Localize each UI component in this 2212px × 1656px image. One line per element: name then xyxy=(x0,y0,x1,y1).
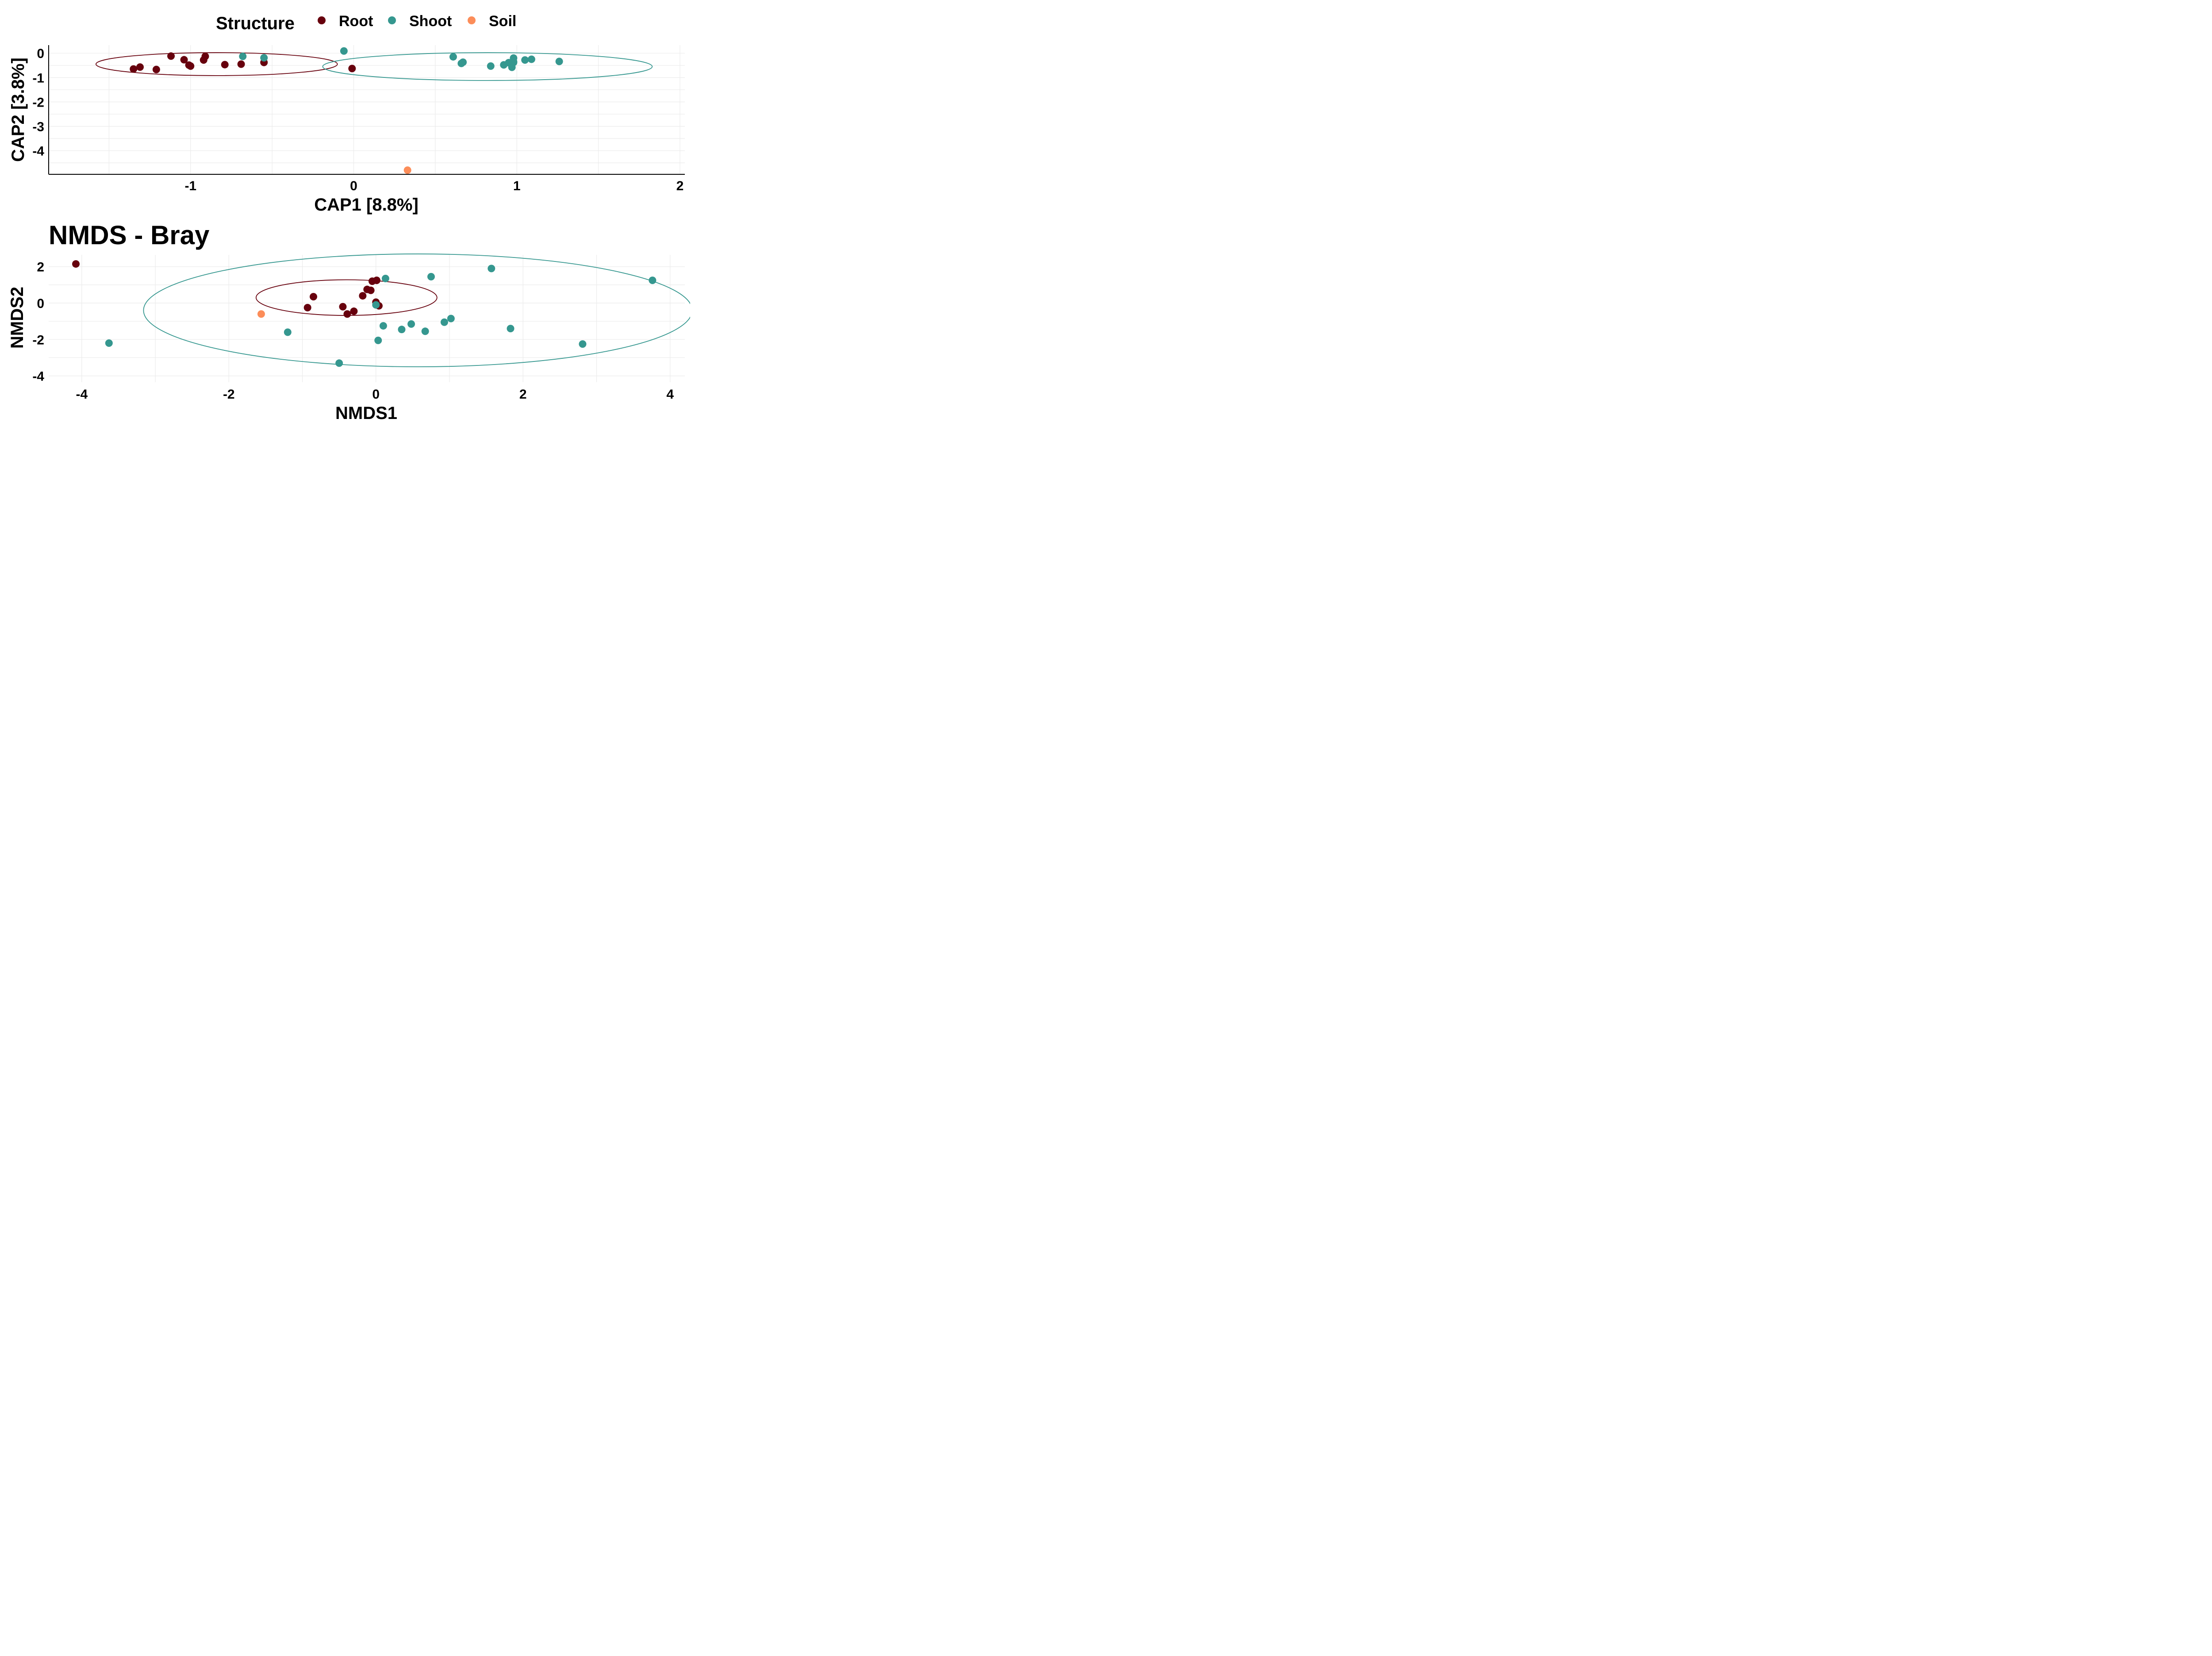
point-shoot xyxy=(340,47,348,55)
point-root xyxy=(201,52,209,60)
point-shoot xyxy=(555,58,563,65)
point-shoot xyxy=(507,325,515,333)
point-shoot xyxy=(407,320,415,328)
legend-label-shoot: Shoot xyxy=(409,13,452,30)
legend-swatch-soil xyxy=(468,16,476,24)
point-shoot xyxy=(649,277,657,284)
cap-axes xyxy=(48,45,685,175)
point-shoot xyxy=(379,322,387,330)
point-root xyxy=(167,52,175,60)
point-shoot xyxy=(398,326,406,334)
point-root xyxy=(309,293,317,301)
point-root xyxy=(339,303,347,311)
ellipse-root xyxy=(96,52,338,76)
y-tick-label: -2 xyxy=(32,333,44,347)
point-shoot xyxy=(521,56,529,64)
point-shoot xyxy=(579,340,587,348)
ellipse-shoot xyxy=(143,254,690,367)
point-root xyxy=(152,65,160,73)
ellipse-shoot xyxy=(322,52,653,81)
point-shoot xyxy=(284,328,292,336)
nmds-panel: NMDS - Bray -4 -2 0 2 4 2 0 -2 -4 NMDS1 NMDS2 xyxy=(8,220,690,423)
point-shoot xyxy=(510,58,518,65)
cap-points xyxy=(130,47,563,174)
cap-tick-labels: -1 0 1 2 0 -1 -2 -3 -4 xyxy=(32,46,684,193)
point-soil xyxy=(403,166,411,174)
x-tick-label: 4 xyxy=(666,387,674,402)
point-root xyxy=(130,65,138,73)
legend-swatch-root xyxy=(318,16,326,24)
y-tick-label: 2 xyxy=(37,260,44,275)
point-shoot xyxy=(374,336,382,344)
point-shoot xyxy=(421,327,429,335)
point-root xyxy=(187,62,195,70)
y-tick-label: -3 xyxy=(32,119,44,134)
point-shoot xyxy=(459,58,467,66)
cap-y-axis-title: CAP2 [3.8%] xyxy=(8,58,28,162)
nmds-x-axis-title: NMDS1 xyxy=(335,403,397,423)
point-shoot xyxy=(449,53,457,61)
nmds-tick-labels: -4 -2 0 2 4 2 0 -2 -4 xyxy=(32,260,674,402)
legend-swatch-shoot xyxy=(388,16,396,24)
point-shoot xyxy=(447,315,455,323)
point-root xyxy=(367,286,375,294)
y-tick-label: 0 xyxy=(37,296,44,311)
point-root xyxy=(237,60,245,68)
nmds-title: NMDS - Bray xyxy=(49,220,210,250)
point-root xyxy=(348,65,356,73)
cap-grid xyxy=(49,45,685,174)
point-root xyxy=(221,61,229,69)
point-root xyxy=(136,63,144,71)
x-tick-label: 2 xyxy=(519,387,527,402)
legend-title: Structure xyxy=(216,14,295,33)
point-shoot xyxy=(488,265,495,273)
y-tick-label: -1 xyxy=(32,71,44,85)
y-tick-label: -4 xyxy=(32,369,44,384)
legend-label-root: Root xyxy=(339,13,373,30)
point-shoot xyxy=(260,54,268,62)
nmds-ellipses xyxy=(143,254,690,367)
point-root xyxy=(72,260,80,268)
point-shoot xyxy=(527,55,535,63)
x-tick-label: 0 xyxy=(350,179,357,193)
point-root xyxy=(373,277,380,284)
point-shoot xyxy=(335,359,343,367)
x-tick-label: 2 xyxy=(676,179,684,193)
x-tick-label: -2 xyxy=(223,387,235,402)
y-tick-label: -4 xyxy=(32,144,44,159)
point-root xyxy=(303,304,311,311)
cap-x-axis-title: CAP1 [8.8%] xyxy=(314,195,419,215)
nmds-grid xyxy=(49,255,685,382)
nmds-y-axis-title: NMDS2 xyxy=(8,287,27,349)
x-tick-label: -1 xyxy=(184,179,196,193)
point-shoot xyxy=(372,301,380,309)
point-shoot xyxy=(381,274,389,282)
point-root xyxy=(180,56,188,64)
legend: Structure Root Shoot Soil xyxy=(216,13,516,33)
cap-panel: -1 0 1 2 0 -1 -2 -3 -4 CAP1 [8.8%] CAP2 [3.8%] xyxy=(8,45,685,215)
point-shoot xyxy=(440,318,448,326)
x-tick-label: 0 xyxy=(372,387,380,402)
point-shoot xyxy=(427,273,435,280)
figure-canvas: Structure Root Shoot Soil -1 0 1 2 0 -1 -2 -3 -4… xyxy=(8,13,690,423)
point-root xyxy=(359,292,367,300)
point-shoot xyxy=(105,339,113,347)
point-soil xyxy=(257,310,265,318)
legend-label-soil: Soil xyxy=(489,13,516,30)
nmds-points xyxy=(72,260,657,367)
point-shoot xyxy=(239,52,247,60)
point-root xyxy=(343,310,351,318)
y-tick-label: -2 xyxy=(32,95,44,110)
x-tick-label: 1 xyxy=(513,179,521,193)
point-root xyxy=(350,307,358,315)
point-shoot xyxy=(487,62,495,70)
x-tick-label: -4 xyxy=(76,387,88,402)
cap-ellipses xyxy=(96,52,653,81)
y-tick-label: 0 xyxy=(37,46,44,61)
